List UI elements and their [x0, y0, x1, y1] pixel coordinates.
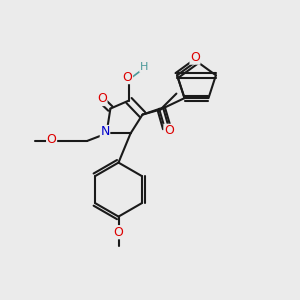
Text: N: N: [100, 125, 110, 139]
Text: O: O: [114, 226, 123, 239]
Text: O: O: [190, 51, 200, 64]
Text: O: O: [164, 124, 174, 137]
Text: O: O: [123, 70, 132, 84]
Text: H: H: [140, 62, 148, 72]
Text: O: O: [47, 133, 56, 146]
Text: O: O: [97, 92, 107, 106]
